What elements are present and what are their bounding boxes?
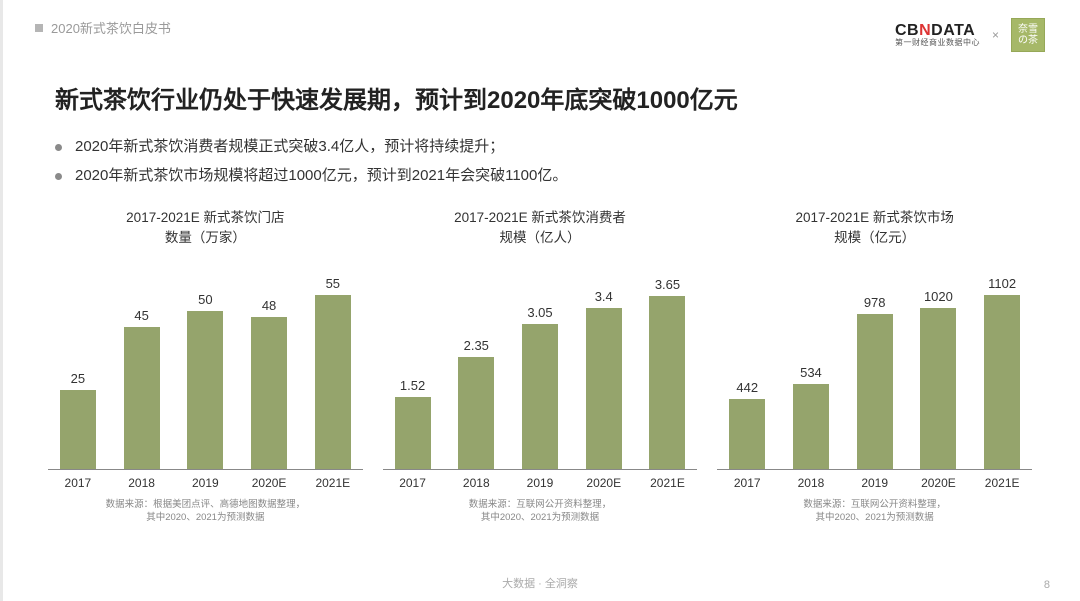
bar xyxy=(187,311,223,469)
x-axis-labels: 2017 2018 2019 2020E 2021E xyxy=(48,470,363,490)
footer-text: 大数据 · 全洞察 xyxy=(0,575,1080,591)
left-edge-decoration xyxy=(0,0,3,601)
x-axis-label: 2021E xyxy=(980,476,1024,490)
bar-group: 1102 xyxy=(980,276,1024,469)
page-number: 8 xyxy=(1044,579,1050,591)
logo-cbndata: CBNDATA 第一财经商业数据中心 xyxy=(895,23,980,47)
page-title: 新式茶饮行业仍处于快速发展期，预计到2020年底突破1000亿元 xyxy=(55,80,1080,115)
x-axis-label: 2021E xyxy=(646,476,690,490)
bar xyxy=(793,384,829,468)
x-axis-label: 2018 xyxy=(789,476,833,490)
chart-source-note: 数据来源：互联网公开资料整理， 其中2020、2021为预测数据 xyxy=(469,498,612,525)
bar xyxy=(920,308,956,469)
bar-value-label: 2.35 xyxy=(464,338,489,353)
bar-group: 3.65 xyxy=(646,277,690,468)
logo-cbn-x: N xyxy=(919,22,931,39)
x-axis-label: 2020E xyxy=(917,476,961,490)
bar xyxy=(315,295,351,468)
chart-title: 2017-2021E 新式茶饮消费者 规模（亿人） xyxy=(454,208,626,249)
bar-value-label: 50 xyxy=(198,292,212,307)
chart-source-note: 数据来源：互联网公开资料整理， 其中2020、2021为预测数据 xyxy=(803,498,946,525)
x-axis-label: 2021E xyxy=(311,476,355,490)
bar xyxy=(984,295,1020,469)
x-axis-label: 2017 xyxy=(725,476,769,490)
x-axis-label: 2020E xyxy=(582,476,626,490)
bar-value-label: 55 xyxy=(326,276,340,291)
bar-value-label: 3.05 xyxy=(527,305,552,320)
bullet-list: 2020年新式茶饮消费者规模正式突破3.4亿人，预计将持续提升； 2020年新式… xyxy=(55,133,1080,190)
bar xyxy=(251,317,287,468)
bar-group: 3.4 xyxy=(582,289,626,469)
bar-group: 48 xyxy=(247,298,291,468)
x-axis-labels: 2017 2018 2019 2020E 2021E xyxy=(383,470,698,490)
logo-naixue-line2: の茶 xyxy=(1018,35,1038,46)
bar-value-label: 48 xyxy=(262,298,276,313)
chart-title: 2017-2021E 新式茶饮市场 规模（亿元） xyxy=(796,208,954,249)
bar-value-label: 442 xyxy=(736,380,758,395)
chart-block: 2017-2021E 新式茶饮市场 规模（亿元） 442 534 978 1020 110… xyxy=(717,208,1032,524)
bar xyxy=(522,324,558,468)
bar-group: 1.52 xyxy=(391,378,435,469)
logo-cbndata-main: CBNDATA xyxy=(895,23,980,39)
header-logos: CBNDATA 第一财经商业数据中心 × 奈雪 の茶 xyxy=(895,18,1045,52)
bar xyxy=(857,314,893,468)
x-axis-label: 2018 xyxy=(454,476,498,490)
logo-cbndata-sub: 第一财经商业数据中心 xyxy=(895,39,980,47)
bar xyxy=(124,327,160,469)
header: 2020新式茶饮白皮书 CBNDATA 第一财经商业数据中心 × 奈雪 の茶 xyxy=(0,0,1080,52)
bar-value-label: 45 xyxy=(134,308,148,323)
header-marker-icon xyxy=(35,24,43,32)
bar-group: 25 xyxy=(56,371,100,469)
bar xyxy=(649,296,685,468)
bar xyxy=(729,399,765,469)
bar-group: 1020 xyxy=(917,289,961,469)
bullet-item: 2020年新式茶饮市场规模将超过1000亿元，预计到2021年会突破1100亿。 xyxy=(55,162,1080,191)
bar-group: 55 xyxy=(311,276,355,468)
x-axis-label: 2019 xyxy=(518,476,562,490)
logo-naixue-line1: 奈雪 xyxy=(1018,24,1038,35)
bar-value-label: 1102 xyxy=(988,276,1016,291)
bar-value-label: 25 xyxy=(71,371,85,386)
logo-cbn-post: DATA xyxy=(931,22,975,39)
logo-naixue: 奈雪 の茶 xyxy=(1011,18,1045,52)
chart-plot-area: 25 45 50 48 55 xyxy=(48,255,363,470)
bar-value-label: 3.65 xyxy=(655,277,680,292)
bar-group: 2.35 xyxy=(454,338,498,468)
bar-group: 50 xyxy=(183,292,227,469)
chart-source-note: 数据来源：根据美团点评、高德地图数据整理， 其中2020、2021为预测数据 xyxy=(106,498,306,525)
charts-row: 2017-2021E 新式茶饮门店 数量（万家）2545504855201720… xyxy=(0,208,1080,524)
bar-value-label: 3.4 xyxy=(595,289,613,304)
logo-separator: × xyxy=(992,28,999,42)
x-axis-label: 2018 xyxy=(120,476,164,490)
x-axis-label: 2020E xyxy=(247,476,291,490)
chart-title: 2017-2021E 新式茶饮门店 数量（万家） xyxy=(126,208,284,249)
x-axis-label: 2019 xyxy=(853,476,897,490)
x-axis-label: 2017 xyxy=(391,476,435,490)
logo-cbn-pre: CB xyxy=(895,22,919,39)
bar-value-label: 978 xyxy=(864,295,886,310)
bar-value-label: 1.52 xyxy=(400,378,425,393)
bar xyxy=(586,308,622,469)
chart-block: 2017-2021E 新式茶饮消费者 规模（亿人） 1.52 2.35 3.05 3.4… xyxy=(383,208,698,524)
bar xyxy=(458,357,494,468)
header-left: 2020新式茶饮白皮书 xyxy=(35,18,171,37)
bar-group: 3.05 xyxy=(518,305,562,468)
x-axis-label: 2017 xyxy=(56,476,100,490)
bar-group: 45 xyxy=(120,308,164,469)
bar-group: 978 xyxy=(853,295,897,468)
chart-block: 2017-2021E 新式茶饮门店 数量（万家）2545504855201720… xyxy=(48,208,363,524)
bullet-item: 2020年新式茶饮消费者规模正式突破3.4亿人，预计将持续提升； xyxy=(55,133,1080,162)
bar-group: 442 xyxy=(725,380,769,469)
chart-plot-area: 1.52 2.35 3.05 3.4 3.65 xyxy=(383,255,698,470)
x-axis-labels: 2017 2018 2019 2020E 2021E xyxy=(717,470,1032,490)
bar xyxy=(60,390,96,469)
chart-plot-area: 442 534 978 1020 1102 xyxy=(717,255,1032,470)
bar-value-label: 1020 xyxy=(924,289,953,304)
x-axis-label: 2019 xyxy=(183,476,227,490)
bar-group: 534 xyxy=(789,365,833,468)
bar-value-label: 534 xyxy=(800,365,822,380)
header-subtitle: 2020新式茶饮白皮书 xyxy=(51,18,171,37)
bar xyxy=(395,397,431,469)
